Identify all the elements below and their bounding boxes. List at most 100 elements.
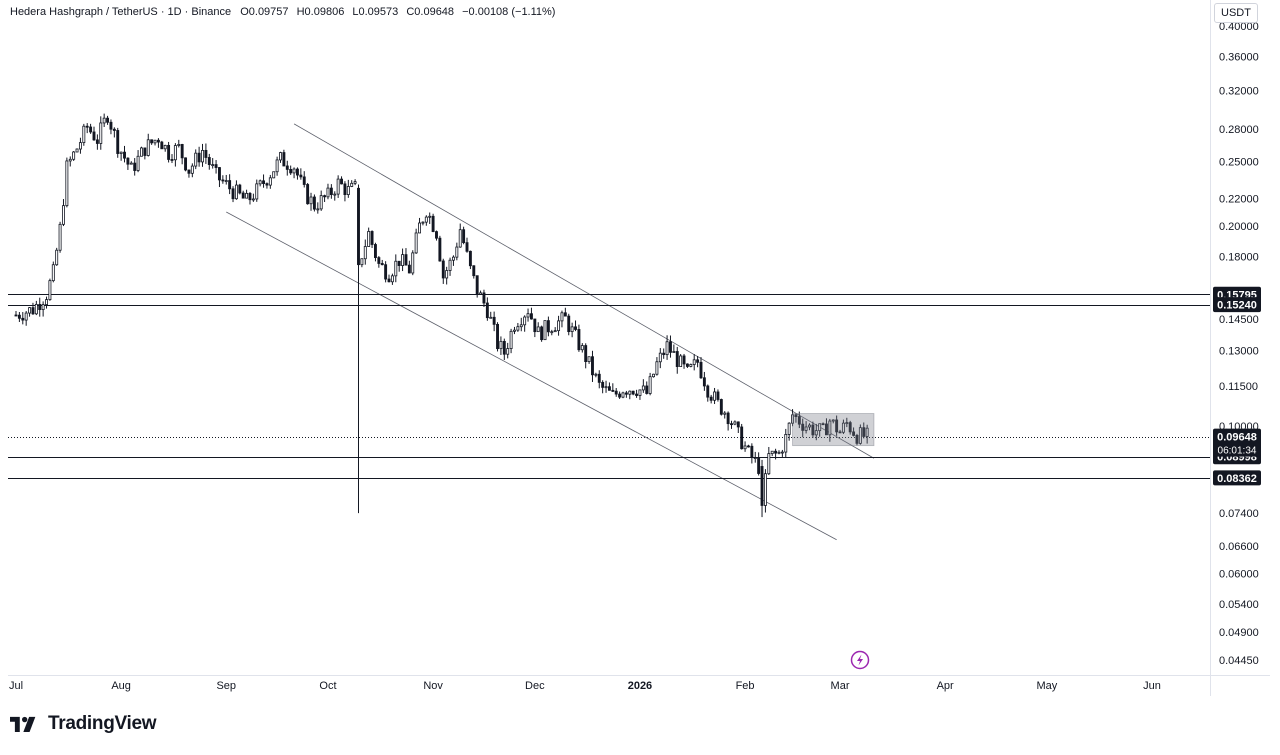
symbol-title: Hedera Hashgraph / TetherUS · 1D · Binan… xyxy=(10,6,231,18)
x-tick-label: 2026 xyxy=(628,680,652,692)
candle-down xyxy=(31,307,35,315)
candle-down xyxy=(197,152,201,163)
lightning-icon[interactable] xyxy=(850,650,870,670)
candle-up xyxy=(245,192,249,199)
y-tick-label: 0.28000 xyxy=(1219,124,1259,136)
candle-down xyxy=(85,125,89,128)
candle-up xyxy=(72,151,76,160)
candle-up xyxy=(784,434,788,453)
channel-upper-trendline[interactable] xyxy=(293,123,875,459)
candle-up xyxy=(828,420,832,436)
candle-up xyxy=(499,340,503,350)
price-axis[interactable]: 0.40000 0.36000 0.32000 0.28000 0.25000 0.220… xyxy=(1219,21,1259,667)
consolidation-range-box[interactable] xyxy=(792,413,875,447)
candle-down xyxy=(296,168,299,176)
candle-down xyxy=(109,121,113,130)
candle-up xyxy=(272,171,276,179)
candle-up xyxy=(129,162,133,165)
ohlc-high-value: 0.09806 xyxy=(305,6,345,18)
ohlc-high-key: H xyxy=(297,6,305,18)
candle-down xyxy=(370,231,374,245)
candle-down xyxy=(95,139,99,144)
ohlc-change-value: −0.00108 (−1.11%) xyxy=(462,6,555,18)
candle-up xyxy=(163,144,167,150)
candle-up xyxy=(658,352,662,363)
ohlc-open-value: 0.09757 xyxy=(249,6,289,18)
candle-up xyxy=(418,222,421,234)
candle-up xyxy=(190,165,194,174)
candle-down xyxy=(696,359,700,363)
candle-down xyxy=(262,180,265,184)
candle-up xyxy=(24,312,28,321)
candle-up xyxy=(401,254,405,266)
candle-down xyxy=(302,176,306,185)
candle-down xyxy=(435,231,438,239)
x-tick-label: May xyxy=(1036,680,1057,692)
candle-down xyxy=(167,144,171,160)
candle-up xyxy=(672,351,676,353)
x-tick-label: Jul xyxy=(9,680,23,692)
candle-up xyxy=(543,320,547,341)
candle-down xyxy=(248,192,252,201)
candle-up xyxy=(55,249,59,266)
candle-down xyxy=(669,341,672,353)
candle-down xyxy=(716,391,720,400)
level-price-label-bg xyxy=(1213,470,1261,486)
range-box-layer[interactable] xyxy=(792,413,875,447)
y-tick-label: 0.20000 xyxy=(1219,221,1259,233)
drawings-layer[interactable] xyxy=(8,123,1210,541)
channel-lower-trendline[interactable] xyxy=(226,211,837,541)
candle-up xyxy=(692,359,696,365)
candle-up xyxy=(780,451,784,454)
candle-down xyxy=(631,390,635,395)
candle-down xyxy=(750,445,754,459)
x-tick-label: Feb xyxy=(736,680,755,692)
candle-down xyxy=(241,192,245,199)
candle-down xyxy=(384,264,388,280)
candle-up xyxy=(102,117,106,124)
candle-down xyxy=(848,422,852,433)
candle-up xyxy=(641,385,645,391)
candle-up xyxy=(858,427,862,444)
candle-up xyxy=(628,390,632,395)
candle-up xyxy=(665,341,669,356)
candle-up xyxy=(316,208,320,211)
candle-down xyxy=(709,396,713,401)
y-tick-label: 0.04900 xyxy=(1219,627,1259,639)
candle-down xyxy=(468,250,472,267)
candle-down xyxy=(475,275,479,295)
currency-selector-button[interactable]: USDT xyxy=(1214,3,1258,23)
time-axis[interactable]: Jul Aug Sep Oct Nov Dec 2026 Feb Mar Apr May Jun xyxy=(9,680,1161,692)
candle-up xyxy=(557,320,561,332)
candle-up xyxy=(550,331,554,334)
x-tick-label: Sep xyxy=(216,680,236,692)
candle-up xyxy=(421,221,425,224)
candle-down xyxy=(285,165,289,170)
candle-up xyxy=(394,260,398,277)
candle-down xyxy=(357,187,360,266)
candle-down xyxy=(299,174,303,178)
candle-up xyxy=(753,457,757,459)
candle-down xyxy=(92,131,96,141)
candle-up xyxy=(353,181,357,184)
candle-down xyxy=(635,393,639,396)
candle-up xyxy=(808,424,811,428)
candle-down xyxy=(38,303,42,310)
tradingview-branding[interactable]: TradingView xyxy=(10,712,157,736)
candle-up xyxy=(509,330,513,349)
candle-up xyxy=(733,421,737,425)
candle-down xyxy=(624,392,628,395)
candle-down xyxy=(306,184,310,205)
candle-up xyxy=(275,159,279,173)
candle-up xyxy=(865,427,869,437)
y-tick-label: 0.14500 xyxy=(1219,314,1259,326)
candle-down xyxy=(838,431,842,434)
candle-up xyxy=(445,270,449,279)
candle-up xyxy=(526,313,530,318)
candle-down xyxy=(821,423,825,426)
candle-up xyxy=(448,259,452,271)
candle-up xyxy=(48,280,52,301)
candle-up xyxy=(45,299,48,305)
